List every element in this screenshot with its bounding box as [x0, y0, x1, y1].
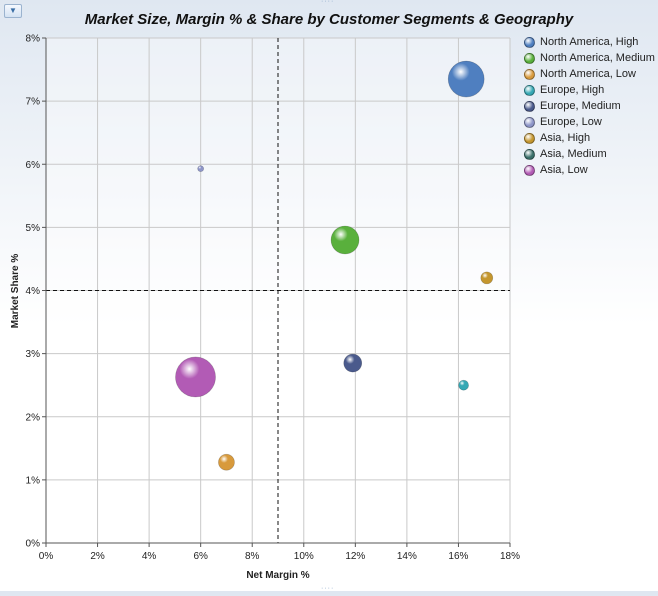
- legend-item[interactable]: Europe, Low: [524, 114, 655, 130]
- x-tick-label: 18%: [500, 551, 520, 562]
- legend-swatch: [524, 116, 535, 128]
- legend-label: Europe, Medium: [540, 100, 621, 112]
- x-tick-label: 4%: [142, 551, 157, 562]
- y-tick-label: 0%: [26, 539, 41, 550]
- y-tick-label: 5%: [26, 223, 41, 234]
- legend-item[interactable]: North America, High: [524, 34, 655, 50]
- legend-label: North America, Medium: [540, 52, 655, 64]
- bottom-resize-handle[interactable]: ····: [321, 585, 335, 592]
- legend-item[interactable]: Europe, High: [524, 82, 655, 98]
- x-tick-label: 2%: [90, 551, 105, 562]
- legend-label: Asia, Medium: [540, 148, 607, 160]
- bubble[interactable]: Asia, Low: [175, 356, 216, 398]
- x-tick-label: 12%: [345, 551, 365, 562]
- legend-swatch: [524, 36, 535, 48]
- legend-label: Asia, High: [540, 132, 591, 144]
- y-tick-label: 3%: [26, 349, 41, 360]
- legend-item[interactable]: North America, Low: [524, 66, 655, 82]
- y-tick-label: 8%: [26, 34, 41, 45]
- y-tick-label: 2%: [26, 412, 41, 423]
- y-tick-label: 4%: [26, 286, 41, 297]
- x-tick-label: 14%: [397, 551, 417, 562]
- y-tick-label: 7%: [26, 97, 41, 108]
- y-tick-label: 1%: [26, 475, 41, 486]
- y-tick-label: 6%: [26, 160, 41, 171]
- legend-swatch: [524, 164, 535, 176]
- x-tick-label: 6%: [193, 551, 208, 562]
- filter-icon[interactable]: ▼: [4, 4, 22, 18]
- x-axis-label: Net Margin %: [246, 570, 309, 581]
- bubble[interactable]: Europe, Medium: [343, 353, 363, 373]
- chart-legend: North America, High North America, Medium…: [524, 34, 655, 178]
- x-tick-label: 8%: [245, 551, 260, 562]
- x-tick-label: 10%: [294, 551, 314, 562]
- legend-label: North America, Low: [540, 68, 636, 80]
- legend-label: Europe, Low: [540, 116, 602, 128]
- legend-label: Europe, High: [540, 84, 605, 96]
- legend-swatch: [524, 132, 535, 144]
- bubble[interactable]: North America, Low: [218, 453, 235, 471]
- y-axis-label: Market Share %: [10, 254, 21, 329]
- bubble[interactable]: North America, Medium: [330, 225, 360, 255]
- legend-item[interactable]: Asia, Low: [524, 162, 655, 178]
- bubble[interactable]: Asia, High: [480, 271, 494, 285]
- legend-item[interactable]: Europe, Medium: [524, 98, 655, 114]
- legend-swatch: [524, 84, 535, 96]
- bubble[interactable]: Europe, High: [458, 379, 469, 391]
- legend-swatch: [524, 68, 535, 80]
- chart-title: Market Size, Margin % & Share by Custome…: [84, 11, 574, 28]
- legend-item[interactable]: North America, Medium: [524, 50, 655, 66]
- bubble[interactable]: Europe, Low: [197, 165, 204, 172]
- legend-item[interactable]: Asia, Medium: [524, 146, 655, 162]
- x-tick-label: 16%: [448, 551, 468, 562]
- top-resize-handle[interactable]: ····: [321, 0, 335, 5]
- legend-item[interactable]: Asia, High: [524, 130, 655, 146]
- legend-label: Asia, Low: [540, 164, 588, 176]
- legend-swatch: [524, 148, 535, 160]
- legend-label: North America, High: [540, 36, 639, 48]
- legend-swatch: [524, 52, 535, 64]
- bubble[interactable]: North America, High: [447, 60, 485, 98]
- legend-swatch: [524, 100, 535, 112]
- x-tick-label: 0%: [39, 551, 54, 562]
